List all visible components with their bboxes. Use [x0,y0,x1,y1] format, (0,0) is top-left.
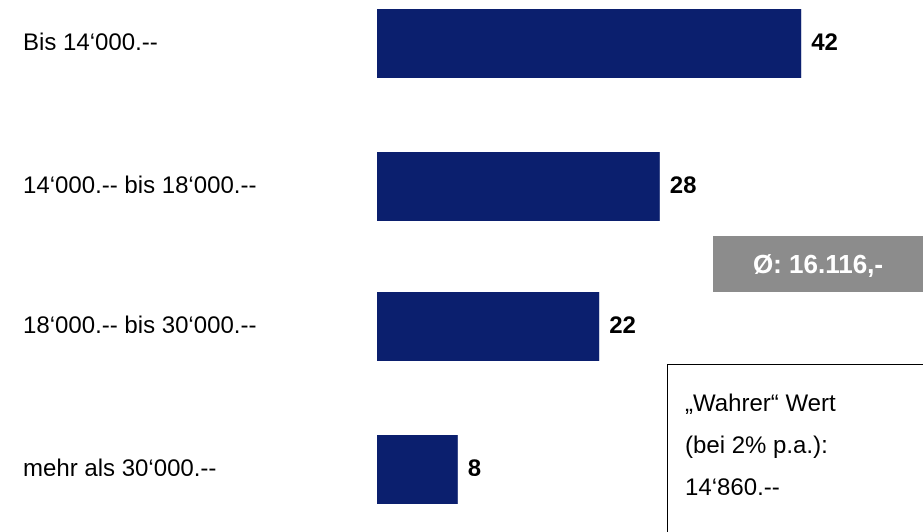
category-label: mehr als 30‘000.-- [23,455,216,482]
note-line-3: 14‘860.-- [685,474,780,501]
bar [377,435,458,504]
bar [377,152,660,221]
bar [377,9,802,78]
note-line-1: „Wahrer“ Wert [685,390,836,417]
value-label: 28 [670,172,697,199]
note-line-2: (bei 2% p.a.): [685,432,828,459]
category-label: Bis 14‘000.-- [23,29,158,56]
value-label: 8 [468,455,481,482]
average-badge: Ø: 16.116,- [713,236,923,292]
true-value-note: „Wahrer“ Wert (bei 2% p.a.): 14‘860.-- [667,364,923,532]
category-label: 14‘000.-- bis 18‘000.-- [23,172,256,199]
value-label: 42 [811,29,838,56]
bar [377,292,600,361]
category-label: 18‘000.-- bis 30‘000.-- [23,312,256,339]
value-label: 22 [609,312,636,339]
